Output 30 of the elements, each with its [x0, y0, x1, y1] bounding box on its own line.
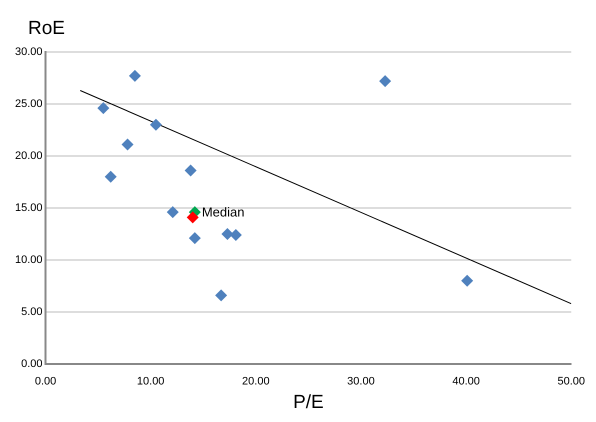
y-tick-label: 20.00	[14, 150, 43, 162]
point	[150, 118, 162, 131]
point	[221, 228, 234, 240]
y-tick-label: 0.00	[21, 358, 43, 370]
point	[104, 170, 117, 183]
x-tick-label: 10.00	[136, 376, 164, 388]
point	[379, 75, 392, 88]
y-tick-label: 30.00	[14, 46, 43, 58]
y-tick-label: 15.00	[14, 202, 43, 214]
y-tick-label: 5.00	[21, 306, 43, 318]
x-tick-label: 30.00	[347, 376, 375, 388]
series-label: Median	[202, 204, 244, 220]
point	[128, 70, 141, 82]
point	[461, 274, 474, 287]
y-tick-label: 10.00	[14, 254, 43, 266]
x-tick-label: 50.00	[557, 376, 585, 388]
y-axis-title: RoE	[28, 18, 65, 39]
x-tick-label: 20.00	[242, 376, 270, 388]
point	[186, 211, 199, 224]
point	[184, 164, 197, 177]
point	[166, 206, 179, 218]
x-tick-label: 40.00	[452, 376, 480, 388]
x-tick-label: 0.00	[34, 376, 56, 388]
point	[122, 138, 134, 151]
point	[230, 229, 242, 242]
point	[215, 289, 228, 302]
x-axis-title: P/E	[293, 392, 324, 413]
point	[97, 102, 110, 114]
point	[188, 232, 201, 244]
y-tick-label: 25.00	[14, 98, 43, 110]
